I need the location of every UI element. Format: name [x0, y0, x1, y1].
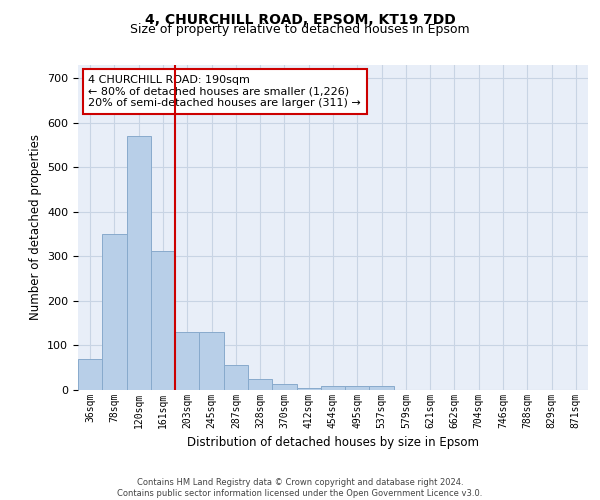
X-axis label: Distribution of detached houses by size in Epsom: Distribution of detached houses by size …: [187, 436, 479, 450]
Bar: [296, 388, 321, 390]
Bar: [321, 386, 345, 390]
Bar: [248, 379, 272, 390]
Bar: [345, 386, 370, 390]
Text: Size of property relative to detached houses in Epsom: Size of property relative to detached ho…: [130, 22, 470, 36]
Bar: [199, 332, 224, 390]
Bar: [102, 234, 127, 390]
Text: Contains HM Land Registry data © Crown copyright and database right 2024.
Contai: Contains HM Land Registry data © Crown c…: [118, 478, 482, 498]
Text: 4 CHURCHILL ROAD: 190sqm
← 80% of detached houses are smaller (1,226)
20% of sem: 4 CHURCHILL ROAD: 190sqm ← 80% of detach…: [88, 74, 361, 108]
Bar: [175, 332, 199, 390]
Text: 4, CHURCHILL ROAD, EPSOM, KT19 7DD: 4, CHURCHILL ROAD, EPSOM, KT19 7DD: [145, 12, 455, 26]
Bar: [151, 250, 175, 390]
Bar: [370, 386, 394, 390]
Bar: [78, 359, 102, 390]
Bar: [127, 136, 151, 390]
Y-axis label: Number of detached properties: Number of detached properties: [29, 134, 41, 320]
Bar: [272, 384, 296, 390]
Bar: [224, 364, 248, 390]
